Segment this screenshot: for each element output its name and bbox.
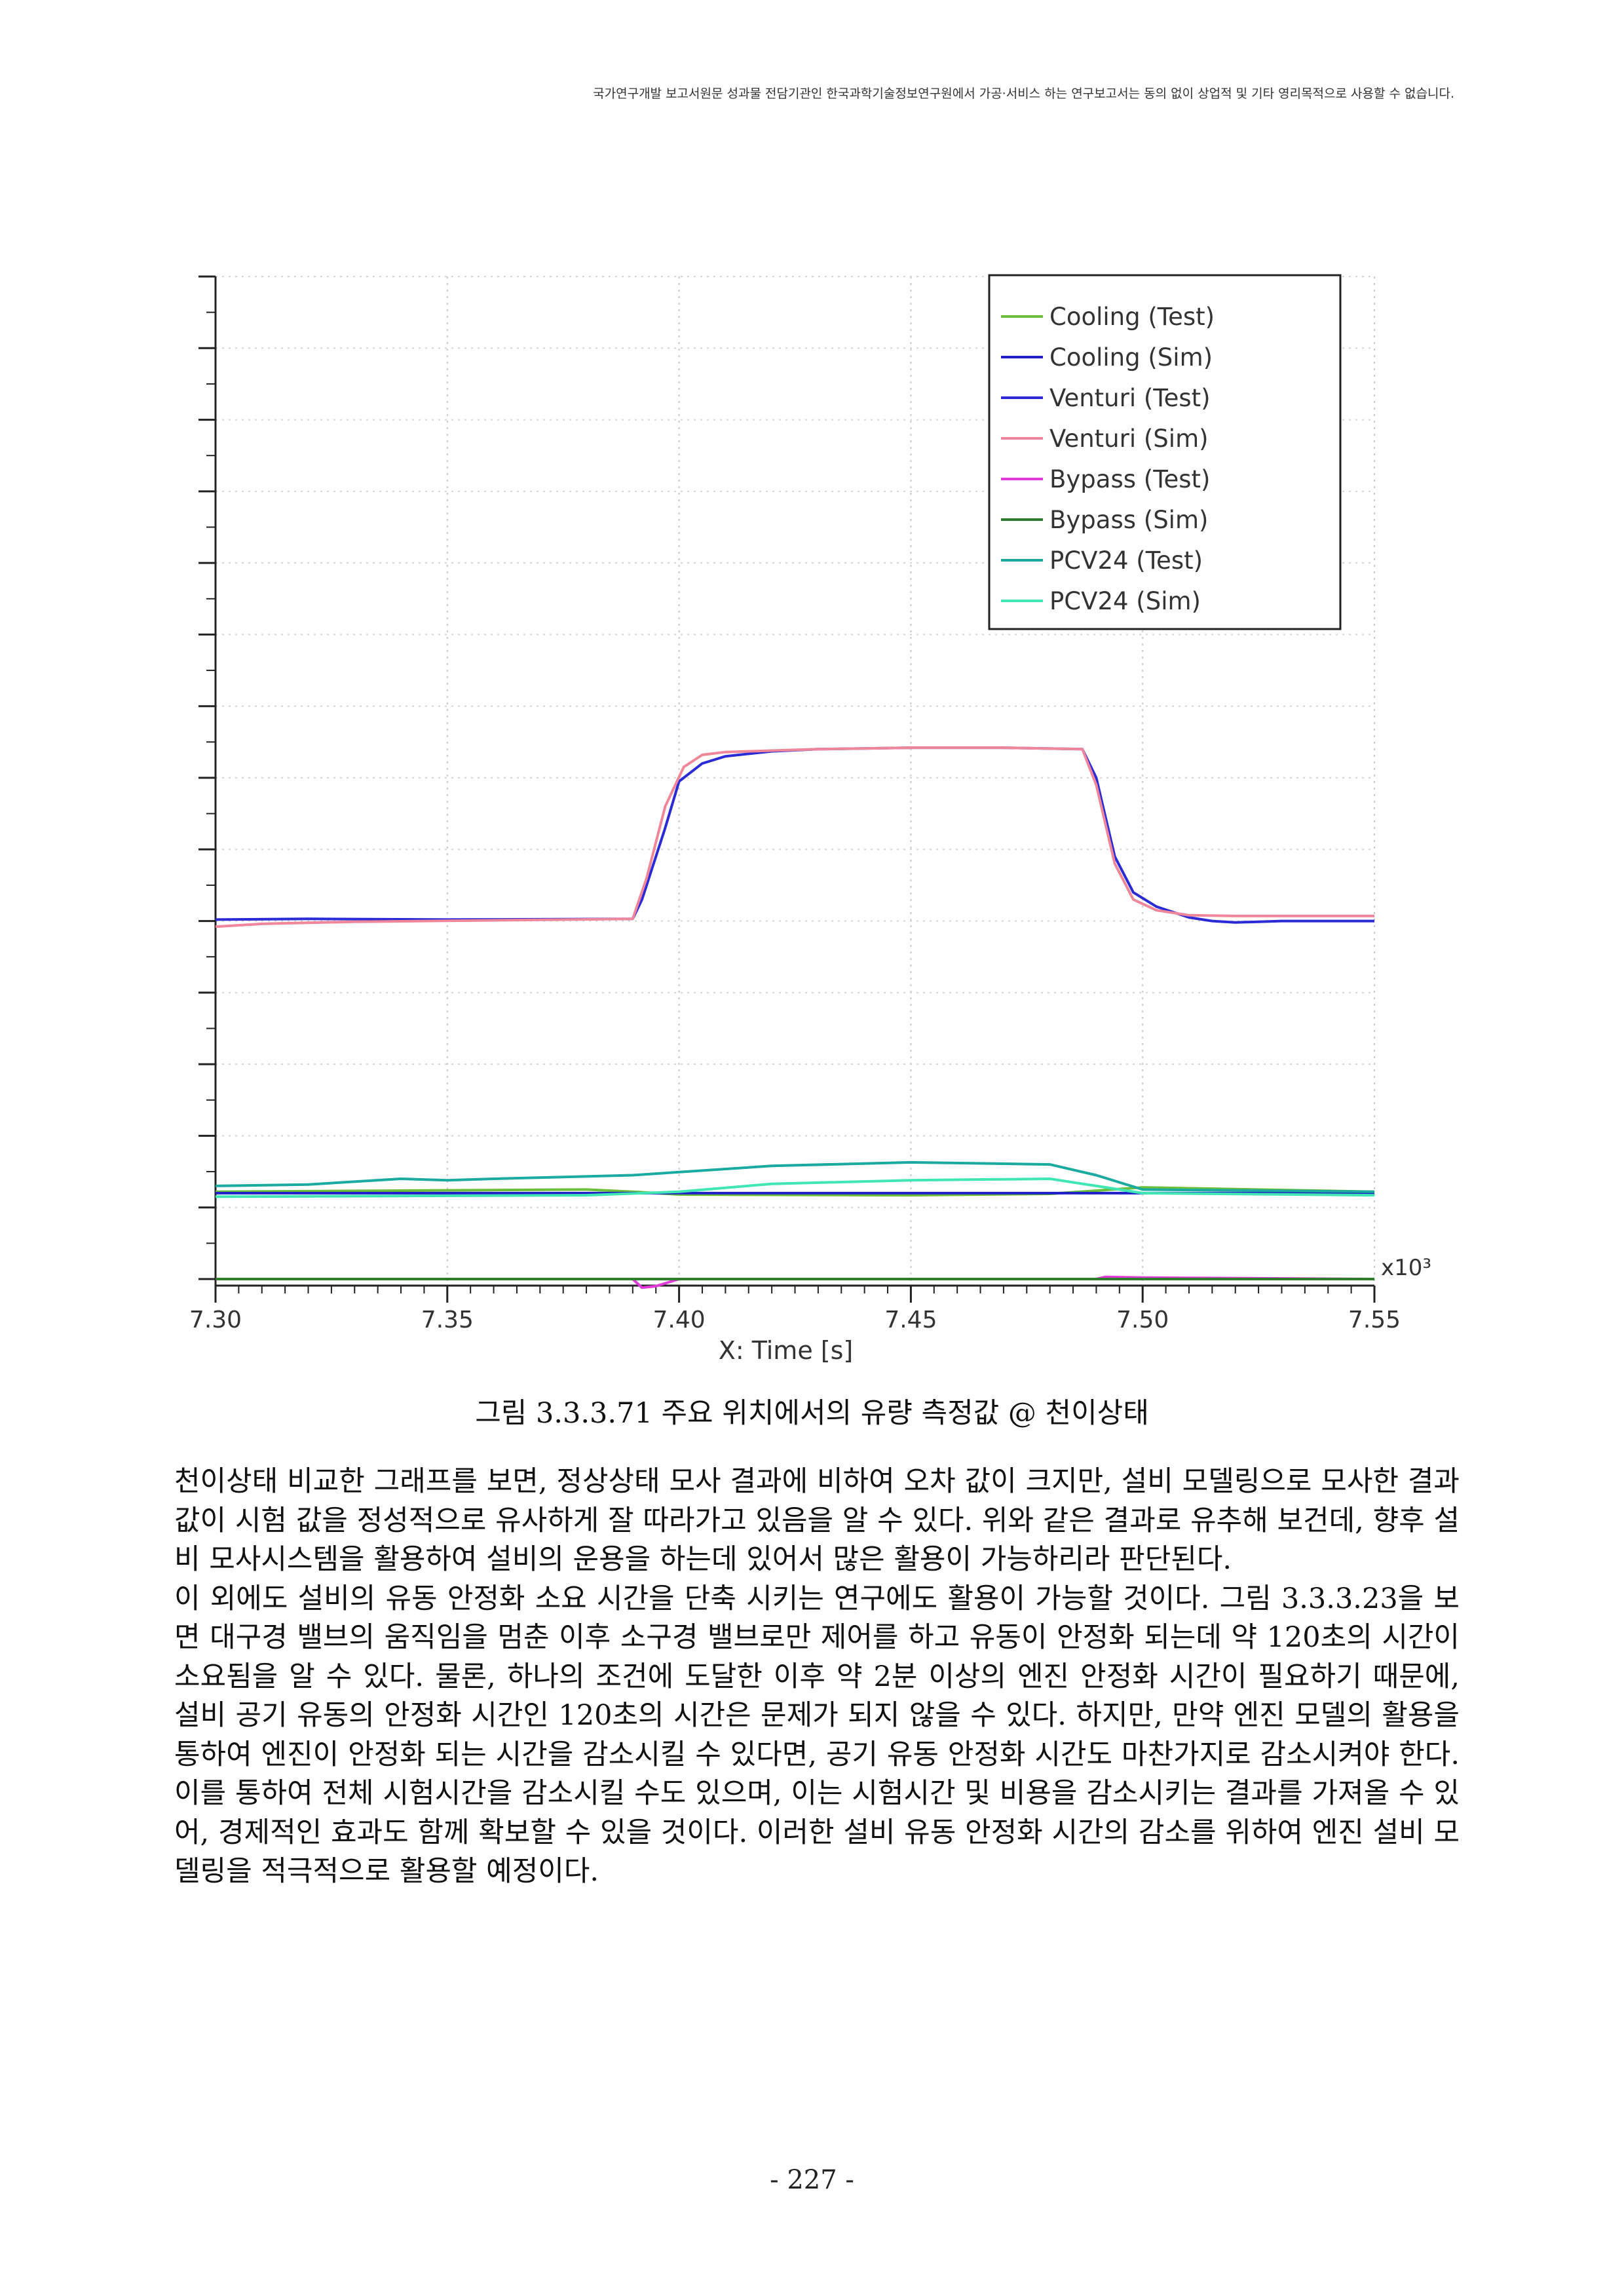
legend-entry: Bypass (Test)	[1049, 465, 1211, 493]
legend-entry: Cooling (Test)	[1049, 303, 1215, 331]
x-tick-label: 7.40	[653, 1307, 706, 1333]
legend-entry: PCV24 (Sim)	[1049, 587, 1201, 615]
x-tick-label: 7.55	[1348, 1307, 1401, 1333]
legend-entry: Venturi (Test)	[1049, 384, 1211, 412]
series-line	[215, 1186, 1375, 1197]
series-line	[215, 746, 1374, 924]
x-axis-label: X: Time [s]	[719, 1336, 853, 1365]
page-number: - 227 -	[770, 2165, 854, 2195]
legend-box	[988, 274, 1342, 630]
x-axis-multiplier: x10³	[1381, 1255, 1431, 1281]
chart-axes	[198, 275, 1376, 1303]
series-line	[215, 1177, 1375, 1198]
chart-series	[215, 746, 1375, 1290]
body-text: 천이상태 비교한 그래프를 보면, 정상상태 모사 결과에 비하여 오차 값이 …	[174, 1463, 1460, 1892]
copyright-notice: 국가연구개발 보고서원문 성과물 전담기관인 한국과학기술정보연구원에서 가공·…	[593, 86, 1454, 101]
x-tick-label: 7.50	[1116, 1307, 1169, 1333]
legend-entry: PCV24 (Test)	[1049, 546, 1203, 575]
chart-labels: 7.30 7.35 7.40 7.45 7.50 7.55 X: Time [s] x10³	[189, 1255, 1431, 1365]
legend-entry: Cooling (Sim)	[1049, 343, 1213, 372]
legend-entry: Bypass (Sim)	[1049, 506, 1208, 534]
figure-caption: 그림 3.3.3.71 주요 위치에서의 유량 측정값 @ 천이상태	[475, 1397, 1149, 1430]
series-line	[215, 746, 1374, 928]
series-line	[215, 1160, 1375, 1193]
x-tick-label: 7.35	[421, 1307, 474, 1333]
paragraph-2: 이 외에도 설비의 유동 안정화 소요 시간을 단축 시키는 연구에도 활용이 …	[174, 1582, 1460, 1888]
chart-legend: Cooling (Test) Cooling (Sim) Venturi (Test…	[988, 274, 1342, 630]
legend-entry: Venturi (Sim)	[1049, 425, 1209, 453]
x-tick-label: 7.45	[884, 1307, 937, 1333]
flow-rate-chart: Cooling (Test) Cooling (Sim) Venturi (Test…	[189, 274, 1431, 1365]
paragraph-1: 천이상태 비교한 그래프를 보면, 정상상태 모사 결과에 비하여 오차 값이 …	[174, 1465, 1460, 1576]
x-tick-label: 7.30	[189, 1307, 242, 1333]
